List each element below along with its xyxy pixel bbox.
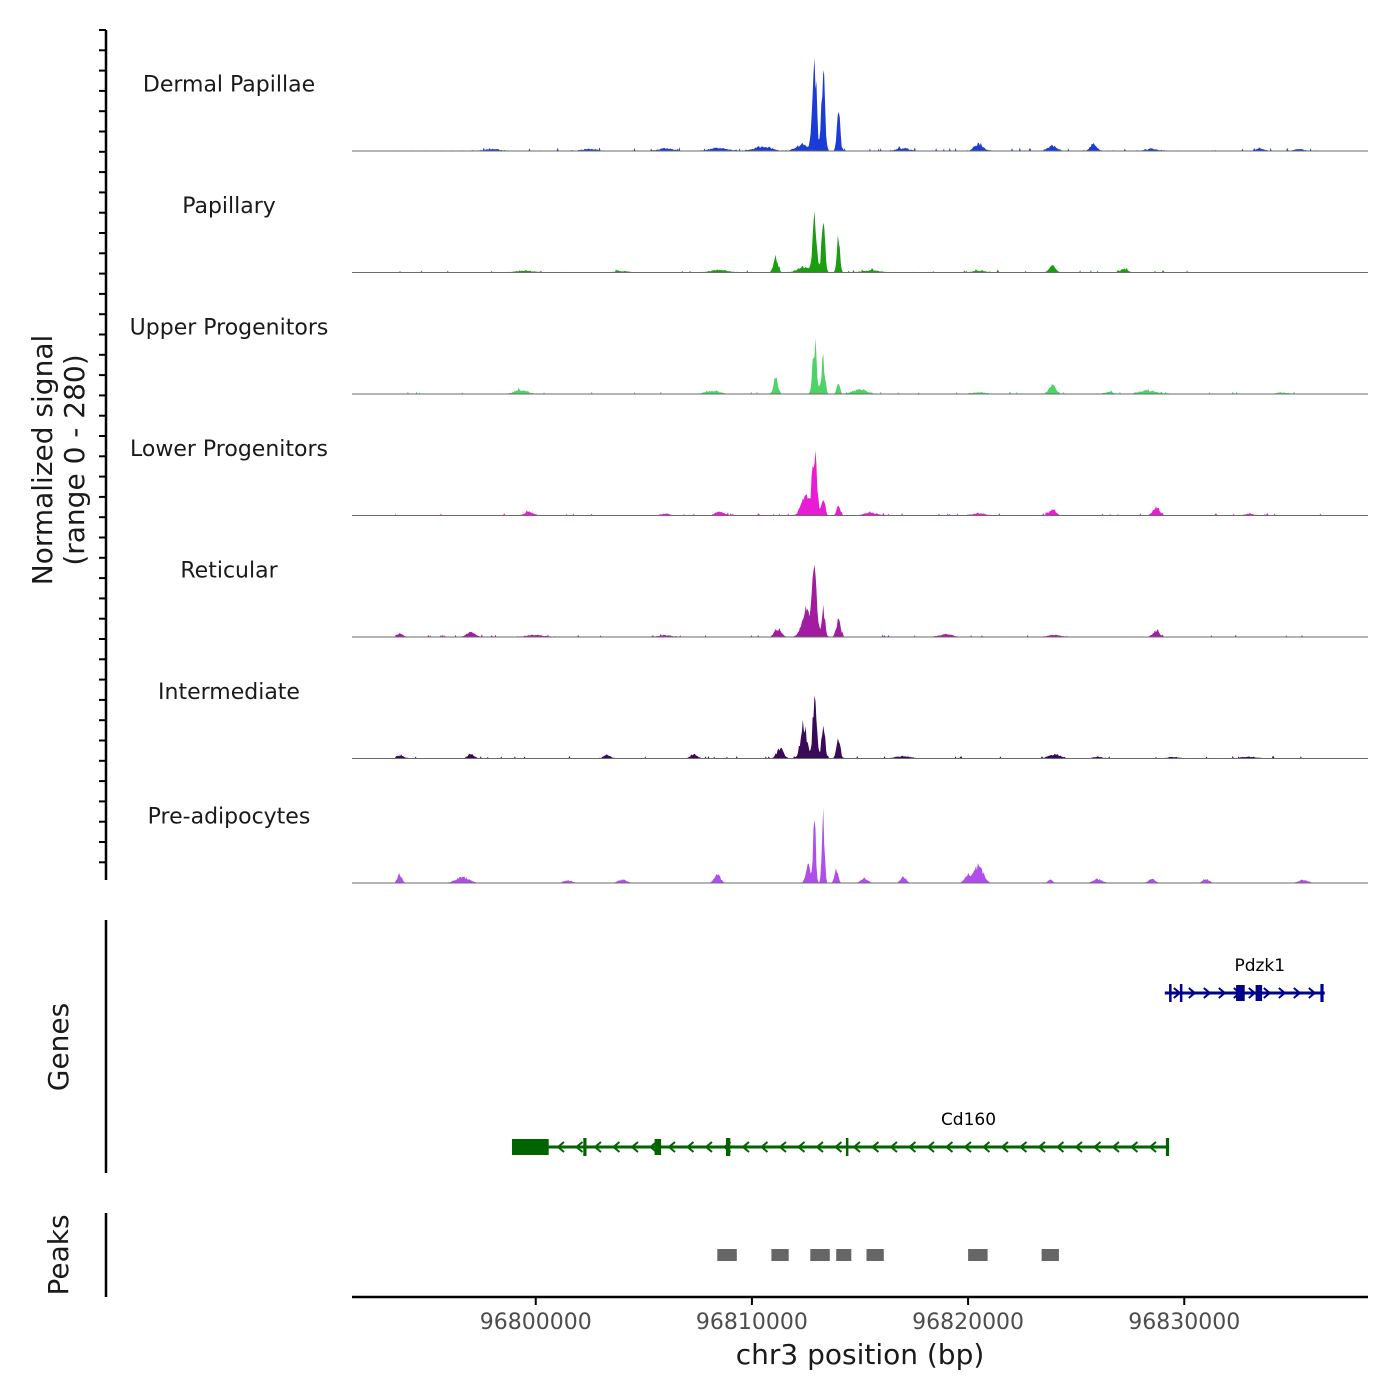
strand-chevron xyxy=(667,1141,676,1153)
strand-chevron xyxy=(704,1141,713,1153)
y-axis-label-line1: Normalized signal xyxy=(26,335,59,586)
strand-chevron xyxy=(685,1141,695,1153)
exon xyxy=(1169,984,1172,1002)
strand-chevron xyxy=(593,1141,602,1153)
strand-chevron xyxy=(1055,1141,1065,1153)
strand-chevron xyxy=(1218,987,1227,999)
x-axis-label: chr3 position (bp) xyxy=(736,1338,985,1371)
strand-chevron xyxy=(815,1141,824,1153)
peak-region xyxy=(717,1249,737,1261)
x-tick-label: 96800000 xyxy=(480,1310,592,1335)
coverage-area xyxy=(395,57,1325,151)
peaks-axis-label: Peaks xyxy=(42,1214,75,1295)
track-lower-progenitors: Lower Progenitors xyxy=(130,437,1368,516)
exon xyxy=(1165,1138,1170,1156)
track-label: Pre-adipocytes xyxy=(148,805,311,830)
peak-region xyxy=(771,1249,789,1261)
track-pre-adipocytes: Pre-adipocytes xyxy=(148,805,1368,884)
strand-chevron xyxy=(1293,987,1302,999)
genes-axis-label: Genes xyxy=(42,1003,75,1091)
exon xyxy=(1255,985,1263,1001)
strand-chevron xyxy=(852,1141,861,1153)
peak-region xyxy=(836,1249,852,1261)
gene-cd160: Cd160 xyxy=(511,1110,1170,1156)
exon xyxy=(845,1138,849,1156)
strand-chevron xyxy=(1092,1141,1102,1153)
strand-chevron xyxy=(926,1141,935,1153)
track-label: Papillary xyxy=(182,194,276,219)
strand-chevron xyxy=(1203,987,1212,999)
exon xyxy=(726,1138,731,1156)
track-label: Upper Progenitors xyxy=(130,316,329,341)
strand-chevron xyxy=(907,1141,917,1153)
strand-chevron xyxy=(870,1141,880,1153)
exon xyxy=(1236,985,1245,1001)
x-tick-label: 96830000 xyxy=(1128,1310,1240,1335)
strand-chevron xyxy=(889,1141,898,1153)
coverage-area xyxy=(395,450,1325,516)
coverage-area xyxy=(395,564,1325,637)
exon xyxy=(1179,984,1183,1002)
strand-chevron xyxy=(981,1141,991,1153)
strand-chevron xyxy=(759,1141,769,1153)
peak-region xyxy=(968,1249,988,1261)
peak-regions xyxy=(717,1249,1059,1261)
track-upper-progenitors: Upper Progenitors xyxy=(130,316,1368,395)
strand-chevron xyxy=(1018,1141,1028,1153)
strand-chevron xyxy=(1074,1141,1083,1153)
track-label: Lower Progenitors xyxy=(130,437,328,462)
track-reticular: Reticular xyxy=(180,559,1368,638)
track-label: Intermediate xyxy=(158,680,300,705)
gene-pdzk1: Pdzk1 xyxy=(1164,956,1325,1002)
peak-region xyxy=(866,1249,884,1261)
strand-chevron xyxy=(556,1141,565,1153)
strand-chevron xyxy=(1263,987,1272,999)
exon xyxy=(583,1138,587,1156)
gene-label: Cd160 xyxy=(941,1110,996,1130)
strand-chevron xyxy=(1173,987,1182,999)
exon xyxy=(512,1139,549,1155)
signal-axis-ticks xyxy=(99,29,106,864)
strand-chevron xyxy=(611,1141,621,1153)
strand-chevron xyxy=(741,1141,750,1153)
strand-chevron xyxy=(1278,987,1287,999)
strand-chevron xyxy=(648,1141,658,1153)
x-tick-label: 96820000 xyxy=(912,1310,1024,1335)
track-intermediate: Intermediate xyxy=(158,680,1368,759)
track-label: Dermal Papillae xyxy=(143,73,315,98)
strand-chevron xyxy=(796,1141,806,1153)
gene-annotations: Pdzk1 Cd160 xyxy=(511,956,1325,1156)
strand-chevron xyxy=(944,1141,954,1153)
x-tick-label: 96810000 xyxy=(696,1310,808,1335)
strand-chevron xyxy=(630,1141,639,1153)
gene-label: Pdzk1 xyxy=(1234,956,1285,976)
strand-chevron xyxy=(1129,1141,1139,1153)
strand-chevron xyxy=(1308,987,1317,999)
strand-chevron xyxy=(574,1141,584,1153)
peak-region xyxy=(1041,1249,1059,1261)
strand-chevron xyxy=(1148,1141,1157,1153)
x-axis-ticks: 96800000 96810000 96820000 96830000 xyxy=(480,1297,1240,1335)
strand-chevron xyxy=(1037,1141,1046,1153)
strand-chevron xyxy=(1000,1141,1009,1153)
exon xyxy=(654,1139,662,1155)
strand-chevron xyxy=(963,1141,972,1153)
strand-chevron xyxy=(1188,987,1197,999)
track-dermal-papillae: Dermal Papillae xyxy=(143,57,1368,152)
strand-chevron xyxy=(833,1141,843,1153)
strand-chevron xyxy=(1248,987,1257,999)
coverage-area xyxy=(395,337,1325,394)
track-papillary: Papillary xyxy=(182,194,1368,273)
strand-chevron xyxy=(1111,1141,1120,1153)
peak-region xyxy=(810,1249,830,1261)
coverage-tracks: Dermal Papillae Papillary Upper Progenitor… xyxy=(130,57,1368,884)
exon xyxy=(1320,984,1324,1002)
track-label: Reticular xyxy=(180,559,278,584)
coverage-area xyxy=(395,808,1325,883)
strand-chevron xyxy=(778,1141,787,1153)
coverage-area xyxy=(395,695,1325,759)
y-axis-label-line2: (range 0 - 280) xyxy=(58,354,91,565)
coverage-area xyxy=(395,210,1325,273)
